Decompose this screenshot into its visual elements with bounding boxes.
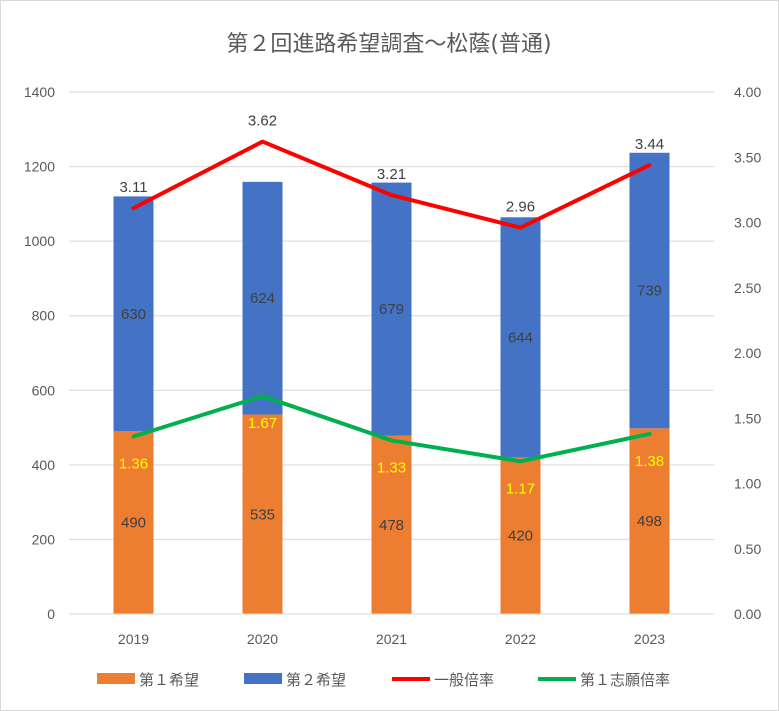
right-tick-label: 1.00 <box>734 476 761 492</box>
x-tick-label: 2023 <box>634 631 665 647</box>
right-tick-label: 2.00 <box>734 345 761 361</box>
x-tick-label: 2022 <box>505 631 536 647</box>
x-tick-label: 2020 <box>247 631 278 647</box>
bar-value-label: 739 <box>637 283 662 300</box>
left-tick-label: 800 <box>32 308 56 324</box>
x-axis: 2019 2020 2021 2022 2023 <box>69 613 714 647</box>
legend: 第１希望 第２希望 一般倍率 第１志願倍率 <box>97 671 670 689</box>
right-tick-label: 0.00 <box>734 606 761 622</box>
legend-swatch <box>244 673 282 684</box>
bars <box>113 152 670 614</box>
line-value-label: 3.11 <box>119 179 147 196</box>
left-tick-label: 600 <box>32 382 56 398</box>
line-value-label: 1.36 <box>119 456 148 473</box>
bar-segment <box>242 181 283 415</box>
line-value-label: 3.62 <box>248 113 277 130</box>
bar-value-label: 535 <box>250 506 275 523</box>
left-tick-label: 400 <box>32 457 56 473</box>
right-tick-label: 0.50 <box>734 541 761 557</box>
left-tick-label: 200 <box>32 531 56 547</box>
bar-segment <box>629 428 670 614</box>
bar-segment <box>371 182 412 436</box>
bar-value-label: 644 <box>508 329 533 346</box>
x-tick-label: 2021 <box>376 631 407 647</box>
bar-segment <box>629 152 670 429</box>
right-tick-label: 4.00 <box>734 84 761 100</box>
line-series <box>131 394 652 464</box>
bar-segment <box>500 457 541 614</box>
legend-label: 第２希望 <box>286 671 346 689</box>
line-value-label: 1.67 <box>248 415 277 432</box>
right-y-axis: 0.00 0.50 1.00 1.50 2.00 2.50 3.00 3.50 4.00 <box>734 84 761 622</box>
bar-segment <box>242 414 283 614</box>
data-labels: 490 630 535 624 478 679 420 644 498 739 3.11 3.62 3.… <box>119 113 664 545</box>
left-y-axis: 0 200 400 600 800 1000 1200 1400 <box>24 84 55 622</box>
legend-label: 第１志願倍率 <box>580 671 670 689</box>
line-value-label: 2.96 <box>506 199 535 216</box>
x-tick-label: 2019 <box>118 631 149 647</box>
line-value-label: 1.33 <box>377 459 406 476</box>
left-tick-label: 1400 <box>24 84 55 100</box>
bar-value-label: 490 <box>121 515 146 532</box>
legend-swatch <box>97 673 135 684</box>
bar-value-label: 478 <box>379 517 404 534</box>
left-tick-label: 0 <box>47 606 55 622</box>
bar-segment <box>500 217 541 458</box>
legend-label: 一般倍率 <box>434 671 494 689</box>
line-series <box>131 139 652 230</box>
bar-value-label: 498 <box>637 513 662 530</box>
left-tick-label: 1200 <box>24 159 55 175</box>
line-value-label: 1.17 <box>506 480 535 497</box>
bar-value-label: 420 <box>508 528 533 545</box>
right-tick-label: 3.00 <box>734 215 761 231</box>
right-tick-label: 1.50 <box>734 410 761 426</box>
line-value-label: 3.21 <box>377 166 406 183</box>
bar-value-label: 624 <box>250 290 275 307</box>
left-tick-label: 1000 <box>24 233 55 249</box>
line-value-label: 3.44 <box>635 136 664 153</box>
bar-segment <box>113 196 154 432</box>
bar-value-label: 630 <box>121 306 146 323</box>
bar-value-label: 679 <box>379 301 404 318</box>
line-value-label: 1.38 <box>635 453 664 470</box>
right-tick-label: 2.50 <box>734 280 761 296</box>
lines <box>131 139 652 464</box>
legend-label: 第１希望 <box>139 671 199 689</box>
right-tick-label: 3.50 <box>734 149 761 165</box>
bar-segment <box>371 435 412 614</box>
chart-title: 第２回進路希望調査～松蔭(普通) <box>226 32 551 57</box>
bar-segment <box>113 431 154 614</box>
